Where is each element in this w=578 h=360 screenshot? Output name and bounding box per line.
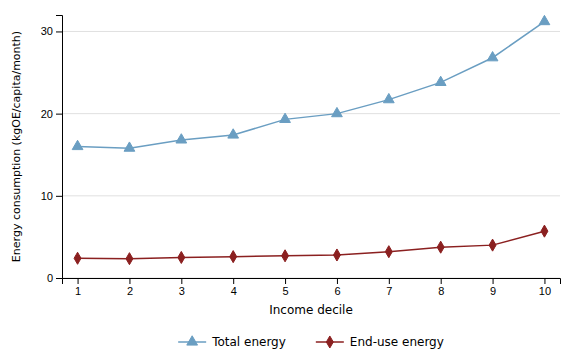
tick-mark xyxy=(181,278,182,284)
tick-mark xyxy=(233,278,234,284)
tick-mark xyxy=(544,278,545,284)
axis-line xyxy=(56,16,63,279)
plot: 1 2 3 4 5 6 7 8 9 10 0 10 20 30 Income decile Energy co… xyxy=(10,15,561,317)
tick-mark xyxy=(56,31,62,32)
tick: 30 xyxy=(41,25,62,37)
tick: 3 xyxy=(179,278,185,297)
tick-label: 20 xyxy=(41,108,53,120)
point xyxy=(383,93,394,102)
point xyxy=(489,239,496,251)
tick-label: 7 xyxy=(386,285,392,297)
point xyxy=(541,225,548,237)
line xyxy=(78,22,545,149)
tick: 6 xyxy=(334,278,340,297)
tick: 9 xyxy=(490,278,496,297)
tick-label: 3 xyxy=(179,285,185,297)
tick-label: 1 xyxy=(75,285,81,297)
tick: 0 xyxy=(47,272,62,284)
tick-mark xyxy=(285,278,286,284)
tick-mark xyxy=(493,278,494,284)
tick-label: 2 xyxy=(127,285,133,297)
tick: 5 xyxy=(283,278,289,297)
tick: 2 xyxy=(127,278,133,297)
point xyxy=(126,253,133,265)
tick: 10 xyxy=(539,278,551,297)
y-axis-title: Energy consumption (kgOE/capita/month) xyxy=(10,31,23,262)
tick-label: 6 xyxy=(334,285,340,297)
line xyxy=(78,231,545,259)
tick: 1 xyxy=(75,278,81,297)
point xyxy=(333,249,340,261)
tick: 8 xyxy=(438,278,444,297)
grid-line xyxy=(62,195,560,196)
grid xyxy=(62,31,560,278)
x-axis-title: Income decile xyxy=(269,303,353,317)
y-axis: 0 10 20 30 xyxy=(41,16,63,285)
legend-label: End-use energy xyxy=(350,335,444,349)
tick-mark xyxy=(78,278,79,284)
point xyxy=(332,107,343,116)
tick-mark xyxy=(56,278,62,279)
tick: 4 xyxy=(231,278,237,297)
legend: Total energy End-use energy xyxy=(178,335,444,349)
point xyxy=(437,241,444,253)
legend-symbol xyxy=(326,336,333,348)
point xyxy=(282,250,289,262)
point xyxy=(435,76,446,85)
tick-mark xyxy=(56,196,62,197)
legend-item: Total energy xyxy=(178,335,286,349)
tick-label: 8 xyxy=(438,285,444,297)
point xyxy=(74,252,81,264)
tick-label: 0 xyxy=(47,272,53,284)
point xyxy=(230,251,237,263)
point xyxy=(539,15,550,24)
grid-line xyxy=(62,113,560,114)
grid-line xyxy=(62,31,560,32)
tick-mark xyxy=(56,114,62,115)
point xyxy=(228,129,239,138)
tick-label: 5 xyxy=(283,285,289,297)
tick-label: 10 xyxy=(539,285,551,297)
legend-symbol xyxy=(187,336,198,345)
tick-mark xyxy=(337,278,338,284)
legend-label: Total energy xyxy=(211,335,286,349)
series xyxy=(72,15,550,151)
point xyxy=(178,251,185,263)
tick-label: 10 xyxy=(41,190,53,202)
chart: 1 2 3 4 5 6 7 8 9 10 0 10 20 30 Income decile Energy co… xyxy=(0,0,578,360)
axis-line xyxy=(63,279,561,285)
tick-mark xyxy=(129,278,130,284)
point xyxy=(124,142,135,151)
point xyxy=(72,140,83,149)
tick-label: 30 xyxy=(41,25,53,37)
tick: 7 xyxy=(386,278,392,297)
tick-label: 9 xyxy=(490,285,496,297)
point xyxy=(280,113,291,122)
point xyxy=(385,246,392,258)
tick-mark xyxy=(389,278,390,284)
point xyxy=(487,52,498,61)
legend-item: End-use energy xyxy=(316,335,444,349)
x-axis: 1 2 3 4 5 6 7 8 9 10 xyxy=(63,278,561,297)
tick-mark xyxy=(441,278,442,284)
tick: 20 xyxy=(41,108,62,120)
marks xyxy=(72,15,550,264)
tick: 10 xyxy=(41,190,62,202)
point xyxy=(176,134,187,143)
tick-label: 4 xyxy=(231,285,237,297)
series xyxy=(74,225,548,265)
